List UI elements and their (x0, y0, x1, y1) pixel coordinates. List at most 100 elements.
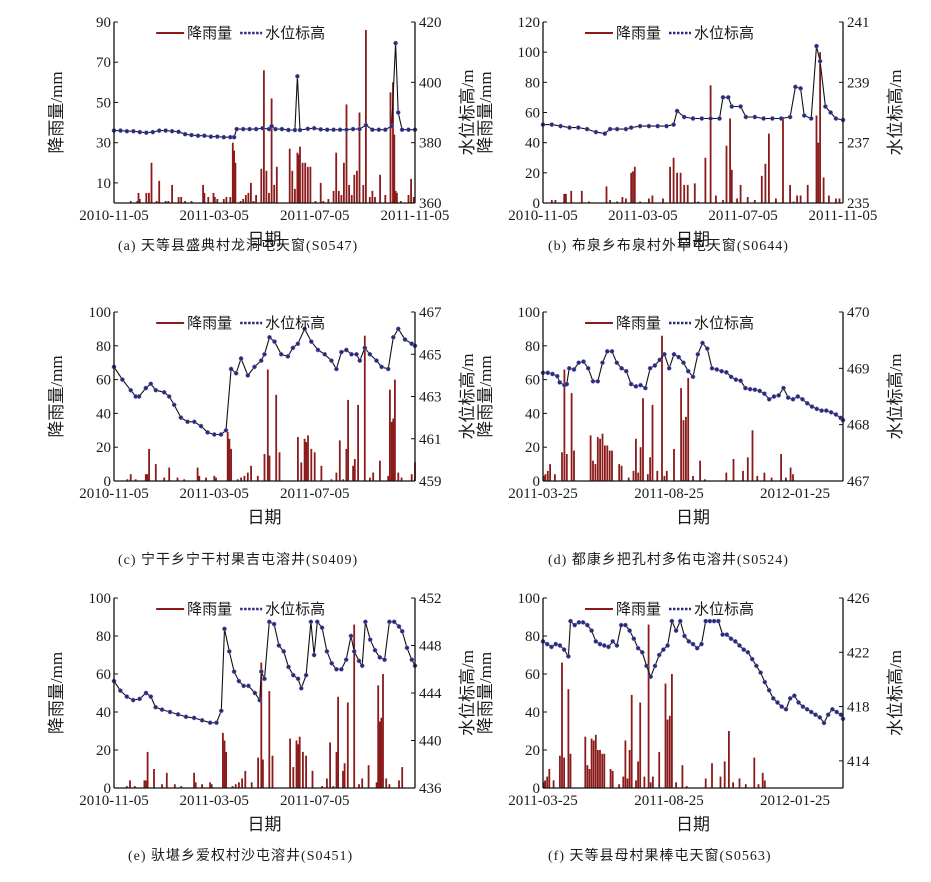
legend: 降雨量 水位标高 (585, 601, 754, 618)
panel-caption: (b) 布泉乡布泉村外苹屯天窗(S0644) (548, 237, 789, 254)
water-level-point (218, 432, 224, 437)
water-level-point (798, 86, 803, 91)
rain-bar (543, 782, 545, 788)
water-level-point (728, 374, 734, 380)
water-level-point (159, 707, 165, 712)
x-tick-label: 2010-11-05 (79, 208, 148, 224)
water-level-point (349, 351, 354, 357)
rain-bar (134, 479, 137, 481)
rain-bar (398, 780, 400, 788)
water-level-point (781, 385, 786, 391)
water-level-point (302, 326, 307, 332)
water-level-point (804, 706, 810, 712)
rain-bar (789, 184, 791, 203)
rain-bar (266, 369, 269, 481)
water-level-point (218, 708, 224, 714)
water-level-point (720, 95, 726, 100)
water-level-point (690, 116, 696, 121)
left-tick-label: 0 (533, 474, 541, 490)
water-level-point (723, 369, 729, 375)
x-tick-label: 2011-03-05 (180, 208, 249, 224)
left-tick-label: 70 (96, 55, 111, 71)
water-level-point (199, 717, 205, 723)
water-level-point (795, 394, 801, 399)
rain-bar (353, 624, 356, 788)
water-level-point (189, 132, 194, 138)
water-level-point (593, 129, 599, 135)
rain-bar (184, 201, 186, 203)
rain-bar (584, 736, 587, 788)
water-level-point (303, 672, 309, 678)
left-axis-label: 降雨量/mm (47, 652, 66, 734)
right-axis-label: 水位标高/m (458, 650, 477, 736)
rain-bar (639, 201, 641, 203)
right-tick-label: 239 (847, 75, 870, 91)
rain-bar (722, 200, 724, 203)
rain-bar (348, 184, 350, 203)
x-tick-label: 2011-07-05 (280, 793, 349, 809)
rain-bar (570, 393, 573, 481)
water-level-point (790, 396, 796, 402)
x-tick-label: 2011-08-25 (634, 486, 703, 502)
water-level-point (601, 643, 607, 648)
rain-bar (173, 784, 176, 788)
rain-bar (635, 438, 637, 482)
water-level-point (344, 347, 349, 353)
water-level-point (609, 349, 615, 354)
rain-bar (652, 776, 654, 788)
rain-bar (609, 769, 612, 788)
rain-bar (390, 421, 393, 481)
water-level-point (191, 419, 197, 425)
rain-bar (685, 786, 688, 788)
x-tick-label: 2011-03-05 (608, 208, 677, 224)
chart-panel-e: 0 20 40 60 80 100 436 440 444 448 452 2010-11-05 201… (47, 591, 477, 864)
water-level-point (195, 133, 201, 139)
rain-bar (639, 702, 642, 788)
water-level-point (393, 40, 398, 46)
water-level-point (752, 114, 758, 120)
water-level-point (800, 704, 806, 709)
rain-bar (240, 477, 242, 481)
water-level-point (686, 639, 692, 644)
water-level-point (344, 127, 349, 133)
water-level-point (231, 134, 237, 140)
water-level-point (738, 378, 743, 384)
rain-bar (326, 778, 328, 788)
water-level-point (322, 351, 328, 357)
water-level-point (324, 649, 330, 654)
rain-bar (742, 470, 744, 481)
water-level-point (207, 720, 213, 726)
rain-bar (739, 184, 742, 203)
rain-bar (683, 184, 686, 203)
water-level-point (281, 649, 287, 654)
water-level-point (568, 618, 573, 624)
rain-bar (389, 92, 392, 203)
water-level-point (676, 354, 682, 360)
rain-bar (230, 448, 232, 481)
rain-bar (365, 30, 367, 203)
right-tick-label: 444 (419, 686, 442, 702)
water-level-point (153, 704, 158, 710)
x-tick-label: 2010-11-05 (79, 486, 148, 502)
rain-bar (550, 200, 553, 203)
water-level-point (749, 656, 755, 662)
rain-bar (275, 394, 278, 481)
water-level-markers (540, 618, 846, 726)
left-tick-label: 0 (533, 196, 541, 212)
water-level-point (778, 116, 784, 121)
rain-bar (335, 751, 338, 788)
rain-bar (164, 201, 167, 203)
rain-bar (697, 201, 700, 203)
water-level-point (707, 618, 713, 624)
rain-bar (201, 784, 203, 788)
water-level-point (318, 127, 324, 132)
rain-bar (343, 162, 345, 203)
x-tick-label: 2010-11-05 (508, 208, 577, 224)
left-tick-label: 60 (96, 373, 111, 389)
legend-level-label: 水位标高 (265, 601, 325, 618)
right-tick-label: 380 (419, 136, 442, 152)
water-level-point (571, 367, 577, 372)
rain-bar (271, 755, 274, 788)
rain-bar (231, 142, 234, 203)
rain-bar (586, 765, 589, 788)
